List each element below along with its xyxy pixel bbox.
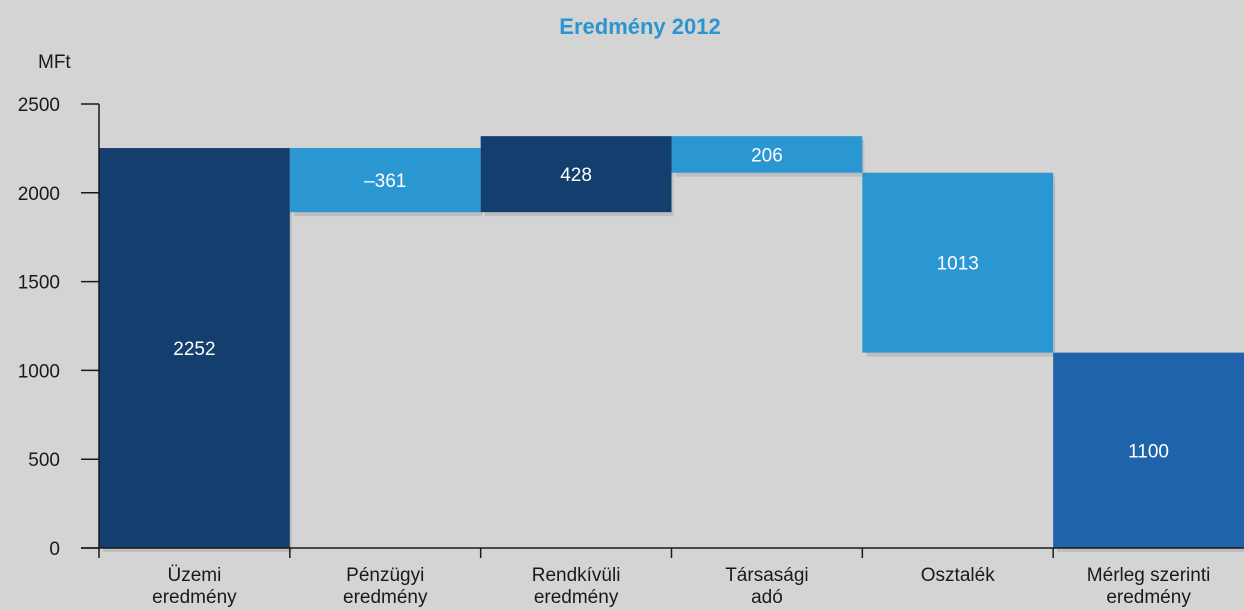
value-labels-group: 2252 –361 428 206 1013 1100 (173, 145, 1169, 462)
x-category-label: Rendkívüli eredmény (532, 565, 621, 608)
y-tick-label: 2500 (18, 95, 60, 116)
y-axis-unit-label: MFt (38, 52, 71, 73)
bar (480, 136, 672, 213)
x-category-label: Üzemi eredmény (152, 565, 237, 608)
y-tick-label: 0 (49, 539, 60, 560)
x-category-label: Mérleg szerinti eredmény (1087, 565, 1211, 608)
bar-value-label: 428 (560, 165, 592, 186)
y-tick-label: 1000 (18, 361, 60, 382)
bars-group (99, 136, 1244, 552)
axes-group: 0 500 1000 1500 2000 2500 (18, 95, 1244, 560)
bar (289, 148, 481, 213)
chart-title: Eredmény 2012 (559, 14, 720, 39)
bar-value-label: 1100 (1128, 441, 1169, 462)
x-category-label: Pénzügyi eredmény (343, 565, 428, 608)
x-category-label: Társasági adó (725, 565, 808, 608)
bar-value-label: 206 (751, 145, 783, 166)
bar-value-label: 1013 (937, 254, 979, 275)
bar (1053, 352, 1244, 548)
y-tick-label: 500 (28, 450, 60, 471)
bar-value-label: –361 (364, 171, 406, 192)
bar (671, 136, 863, 173)
bar (862, 172, 1054, 353)
x-category-label: Osztalék (921, 565, 995, 586)
y-tick-label: 2000 (18, 184, 60, 205)
bar-value-label: 2252 (173, 339, 215, 360)
category-labels-group: Üzemi eredmény Pénzügyi eredmény Rendkívüli e… (152, 565, 1210, 608)
y-tick-label: 1500 (18, 273, 60, 294)
bar (99, 148, 290, 548)
